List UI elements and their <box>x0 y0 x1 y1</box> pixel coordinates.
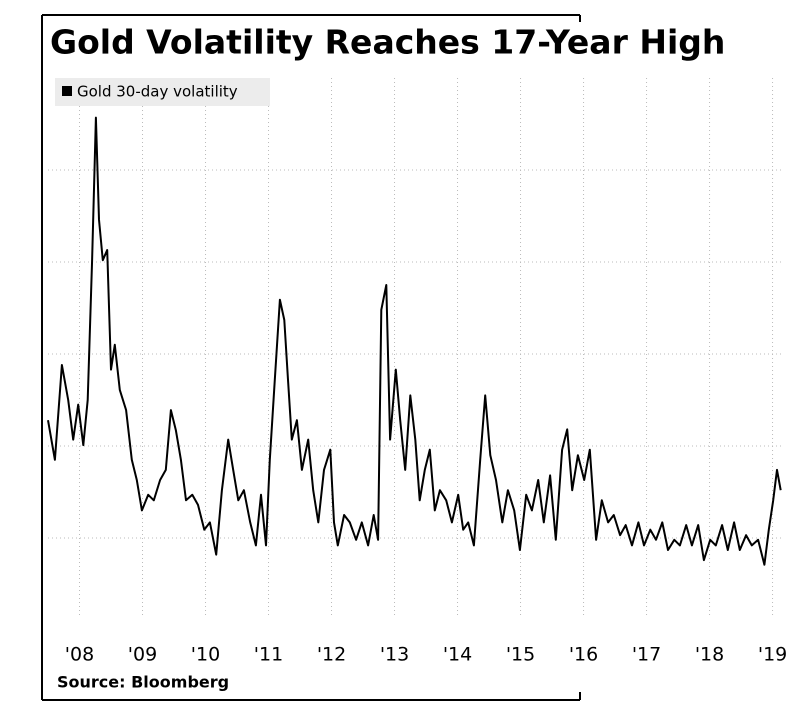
x-tick-label: '15 <box>506 644 535 666</box>
x-tick-label: '14 <box>443 644 472 666</box>
x-tick-label: '19 <box>758 644 787 666</box>
legend-box <box>55 78 270 106</box>
chart-title: Gold Volatility Reaches 17-Year High <box>50 23 725 62</box>
data-line <box>47 116 782 566</box>
x-tick-label: '18 <box>695 644 724 666</box>
x-tick-label: '11 <box>254 644 283 666</box>
legend-label: Gold 30-day volatility <box>77 83 238 101</box>
x-tick-label: '13 <box>380 644 409 666</box>
x-tick-label: '17 <box>632 644 661 666</box>
plot-area: '08 '09 '10 '11 '12 '13 '14 '15 '16 '17 '18 '19 <box>47 78 787 666</box>
x-tick-label: '16 <box>569 644 598 666</box>
x-tick-label: '12 <box>317 644 346 666</box>
x-tick-label: '08 <box>65 644 94 666</box>
x-tick-label: '09 <box>128 644 157 666</box>
legend-swatch <box>62 86 72 96</box>
x-tick-label: '10 <box>191 644 220 666</box>
source-note: Source: Bloomberg <box>57 673 229 692</box>
